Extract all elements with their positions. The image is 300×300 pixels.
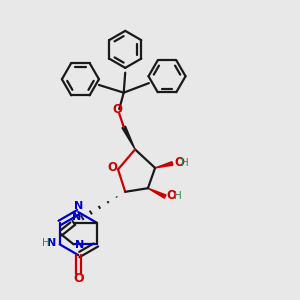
Text: O: O bbox=[113, 103, 123, 116]
Text: O: O bbox=[107, 161, 117, 174]
Text: H: H bbox=[181, 158, 188, 167]
Text: H: H bbox=[42, 238, 50, 248]
Text: N: N bbox=[72, 212, 81, 222]
Text: N: N bbox=[74, 201, 83, 211]
Text: H: H bbox=[174, 191, 181, 201]
Polygon shape bbox=[122, 126, 135, 149]
Polygon shape bbox=[148, 188, 166, 198]
Text: O: O bbox=[73, 272, 84, 285]
Text: N: N bbox=[75, 240, 85, 250]
Text: O: O bbox=[174, 156, 184, 169]
Text: N: N bbox=[47, 238, 56, 248]
Polygon shape bbox=[155, 162, 173, 168]
Text: O: O bbox=[167, 189, 177, 202]
